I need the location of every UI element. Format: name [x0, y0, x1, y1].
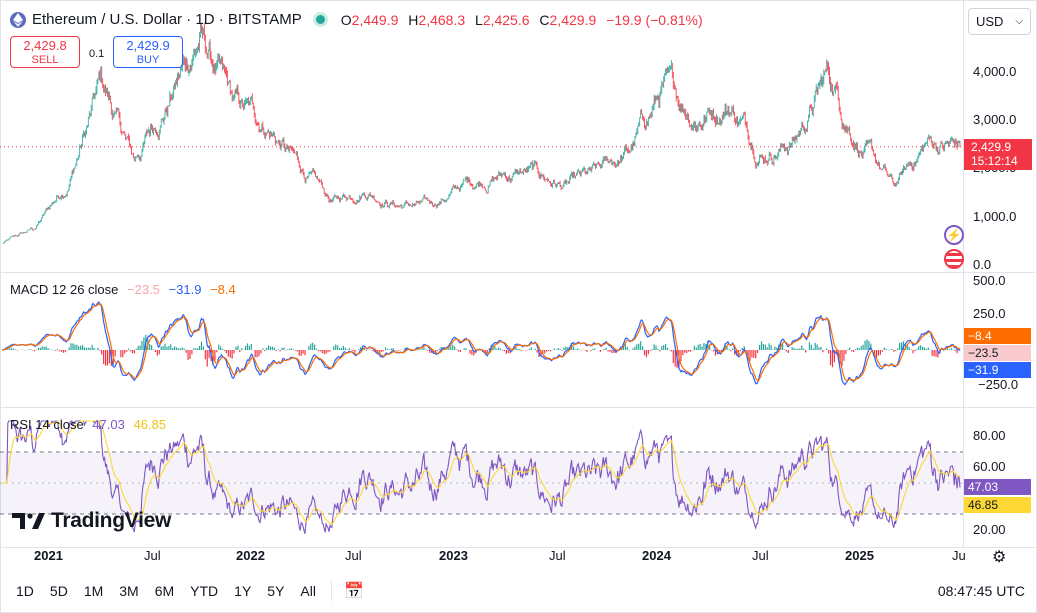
buy-price: 2,429.9 — [126, 38, 170, 53]
rsi-ma-tag: 46.85 — [964, 497, 1031, 513]
period-6m[interactable]: 6M — [154, 583, 175, 599]
time-axis-label: 2025 — [845, 548, 874, 563]
settings-gear-icon[interactable]: ⚙ — [992, 549, 1007, 566]
macd-hist-value: −23.5 — [127, 282, 160, 297]
low-key: L — [475, 11, 483, 28]
time-axis-label: 2021 — [34, 548, 63, 563]
price-axis-label: 4,000.0 — [973, 64, 1017, 79]
lightning-icon[interactable]: ⚡ — [944, 225, 964, 245]
period-all[interactable]: All — [300, 583, 316, 599]
price-axis-label: 1,000.0 — [973, 209, 1017, 224]
chevron-down-icon: ⌵ — [1015, 16, 1023, 27]
pane-separator[interactable] — [0, 407, 1035, 408]
open-key: O — [340, 11, 352, 28]
close-value: 2,429.9 — [549, 11, 597, 28]
period-1m[interactable]: 1M — [83, 583, 104, 599]
rsi-ma-value: 46.85 — [133, 417, 167, 432]
macd-signal-line — [2, 303, 961, 382]
time-axis-label: 2023 — [439, 548, 468, 563]
currency-select[interactable]: USD ⌵ — [968, 8, 1031, 35]
rsi-axis-label: 80.00 — [973, 428, 1006, 443]
ethereum-icon — [10, 11, 26, 28]
time-axis-label: Jul — [345, 548, 362, 563]
macd-hist-tag: −23.5 — [964, 345, 1031, 361]
period-5y[interactable]: 5Y — [267, 583, 285, 599]
macd-axis-label: 500.0 — [973, 273, 1006, 288]
tradingview-icon — [12, 513, 45, 529]
rsi-ma-line — [2, 420, 961, 525]
rsi-value: 47.03 — [92, 417, 125, 432]
close-key: C — [539, 11, 550, 28]
low-value: 2,425.6 — [482, 11, 530, 28]
time-axis-label: Jul — [144, 548, 161, 563]
change-value: −19.9 (−0.81%) — [606, 11, 703, 28]
tradingview-wordmark: TradingView — [51, 509, 172, 532]
time-axis-label: 2022 — [236, 548, 265, 563]
period-1d[interactable]: 1D — [16, 583, 34, 599]
market-open-icon — [315, 15, 325, 24]
toolbar-divider — [330, 581, 332, 601]
bottom-toolbar: 1D 5D 1M 3M 6M YTD 1Y 5Y All 📅 08:47:45 … — [0, 572, 1035, 610]
price-axis-separator — [963, 0, 964, 547]
macd-line-tag: −31.9 — [964, 362, 1031, 378]
date-range-icon[interactable]: 📅 — [343, 583, 364, 600]
rsi-line — [2, 420, 961, 534]
symbol-legend[interactable]: Ethereum / U.S. Dollar · 1D · BITSTAMP O… — [10, 11, 703, 28]
time-axis-separator — [0, 547, 1035, 548]
last-price: 2,429.9 — [971, 140, 1012, 154]
macd-signal-tag: −8.4 — [964, 328, 1031, 344]
pane-separator[interactable] — [0, 272, 1035, 273]
macd-legend[interactable]: MACD 12 26 close −23.5 −31.9 −8.4 — [10, 282, 236, 297]
sell-price: 2,429.8 — [23, 38, 67, 53]
price-axis-label: 0.0 — [973, 257, 992, 272]
clock[interactable]: 08:47:45 UTC — [937, 583, 1025, 599]
time-axis-label: Jul — [752, 548, 769, 563]
rsi-axis-label: 20.00 — [973, 522, 1006, 537]
high-value: 2,468.3 — [418, 11, 466, 28]
macd-axis-label: −250.0 — [978, 377, 1019, 392]
bar-countdown: 15:12:14 — [971, 154, 1018, 168]
macd-title: MACD 12 26 close — [10, 282, 119, 297]
macd-line — [2, 300, 961, 386]
last-price-tag: 2,429.9 15:12:14 — [964, 139, 1032, 170]
high-key: H — [408, 11, 419, 28]
sell-label: SELL — [31, 54, 59, 66]
time-axis-label: 2024 — [642, 548, 671, 563]
spread-value: 0.1 — [89, 48, 105, 60]
tradingview-logo[interactable]: TradingView — [12, 509, 171, 533]
us-flag-icon[interactable] — [944, 249, 964, 269]
buy-label: BUY — [136, 54, 160, 66]
time-axis-label: Ju — [952, 548, 966, 563]
rsi-title: RSI 14 close — [10, 417, 84, 432]
buy-button[interactable]: 2,429.9 BUY — [113, 36, 183, 68]
price-axis-label: 3,000.0 — [973, 112, 1017, 127]
period-ytd[interactable]: YTD — [190, 583, 219, 599]
period-3m[interactable]: 3M — [119, 583, 139, 599]
rsi-tag: 47.03 — [964, 479, 1031, 495]
rsi-legend[interactable]: RSI 14 close 47.03 46.85 — [10, 417, 166, 432]
macd-line-value: −31.9 — [168, 282, 202, 297]
sell-button[interactable]: 2,429.8 SELL — [10, 36, 80, 68]
period-1y[interactable]: 1Y — [234, 583, 252, 599]
macd-signal-value: −8.4 — [210, 282, 236, 297]
symbol-title[interactable]: Ethereum / U.S. Dollar · 1D · BITSTAMP — [32, 11, 302, 28]
ohlc-values: O2,449.9 H2,468.3 L2,425.6 C2,429.9 −19.… — [335, 12, 703, 28]
period-5d[interactable]: 5D — [49, 583, 68, 599]
currency-value: USD — [976, 14, 1004, 29]
macd-axis-label: 250.0 — [973, 306, 1006, 321]
rsi-axis-label: 60.00 — [973, 459, 1006, 474]
open-value: 2,449.9 — [351, 11, 399, 28]
time-axis-label: Jul — [549, 548, 566, 563]
